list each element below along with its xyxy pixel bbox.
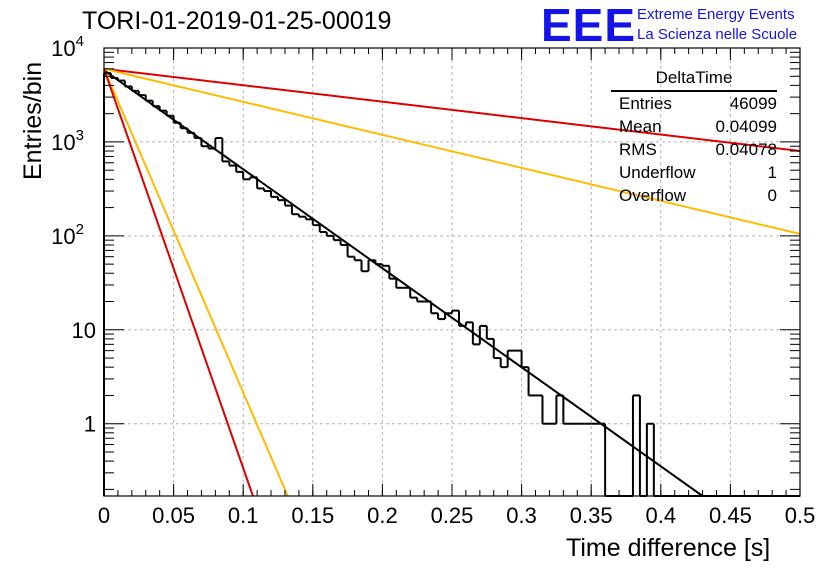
stats-value: 0.04099 [715,117,777,136]
grid-lines [104,48,800,496]
stats-value: 0.04078 [715,140,777,159]
x-tick-label: 0.45 [709,503,752,528]
chart-title: TORI-01-2019-01-25-00019 [82,7,392,35]
x-tick-label: 0.35 [570,503,613,528]
x-axis-title: Time difference [s] [566,534,771,562]
stats-value: 46099 [729,94,777,113]
fit-curve [103,69,704,497]
y-tick-labels: 1 10 102 103 104 [51,33,96,437]
x-tick-label: 0.1 [228,503,259,528]
stats-row-mean: Mean 0.04099 [611,115,777,138]
x-tick-labels: 0 0.05 0.1 0.15 0.2 0.25 0.3 0.35 0.4 0.45 0.5 [98,503,815,528]
stats-row-rms: RMS 0.04078 [611,138,777,161]
logo-mark: EEE [541,0,637,51]
x-tick-label: 0.25 [431,503,474,528]
stats-row-overflow: Overflow 0 [611,184,777,207]
y-tick-label: 102 [51,221,84,249]
stats-value: 1 [767,163,777,182]
stats-row-underflow: Underflow 1 [611,161,777,184]
fit-curve [103,67,801,235]
stats-label: Mean [619,117,662,136]
x-tick-label: 0.3 [506,503,537,528]
fit-curve [103,68,254,497]
y-tick-label: 103 [51,127,84,155]
logo-line-1: Extreme Energy Events [637,6,795,23]
stats-value: 0 [767,186,777,205]
axis-ticks [103,47,801,496]
fit-curves [103,67,801,497]
x-tick-label: 0.2 [367,503,398,528]
y-tick-label: 104 [51,33,84,61]
fit-curve [103,67,801,153]
x-tick-label: 0.05 [152,503,195,528]
y-tick-label: 1 [84,412,96,437]
stats-title: DeltaTime [611,68,777,92]
stats-label: Overflow [619,186,687,205]
stats-box: DeltaTime Entries 46099 Mean 0.04099 RMS… [611,68,777,207]
y-tick-label: 10 [72,318,96,343]
x-tick-label: 0.4 [646,503,677,528]
fit-curve [103,68,289,497]
x-tick-label: 0.15 [291,503,334,528]
stats-label: RMS [619,140,657,159]
stats-row-entries: Entries 46099 [611,92,777,115]
logo-line-2: La Scienza nelle Scuole [637,26,798,43]
y-axis-title: Entries/bin [19,61,47,180]
stats-label: Underflow [619,163,696,182]
x-tick-label: 0 [98,503,110,528]
eee-logo: EEE Extreme Energy Events La Scienza nel… [541,0,833,51]
x-tick-label: 0.5 [785,503,816,528]
stats-label: Entries [619,94,672,113]
